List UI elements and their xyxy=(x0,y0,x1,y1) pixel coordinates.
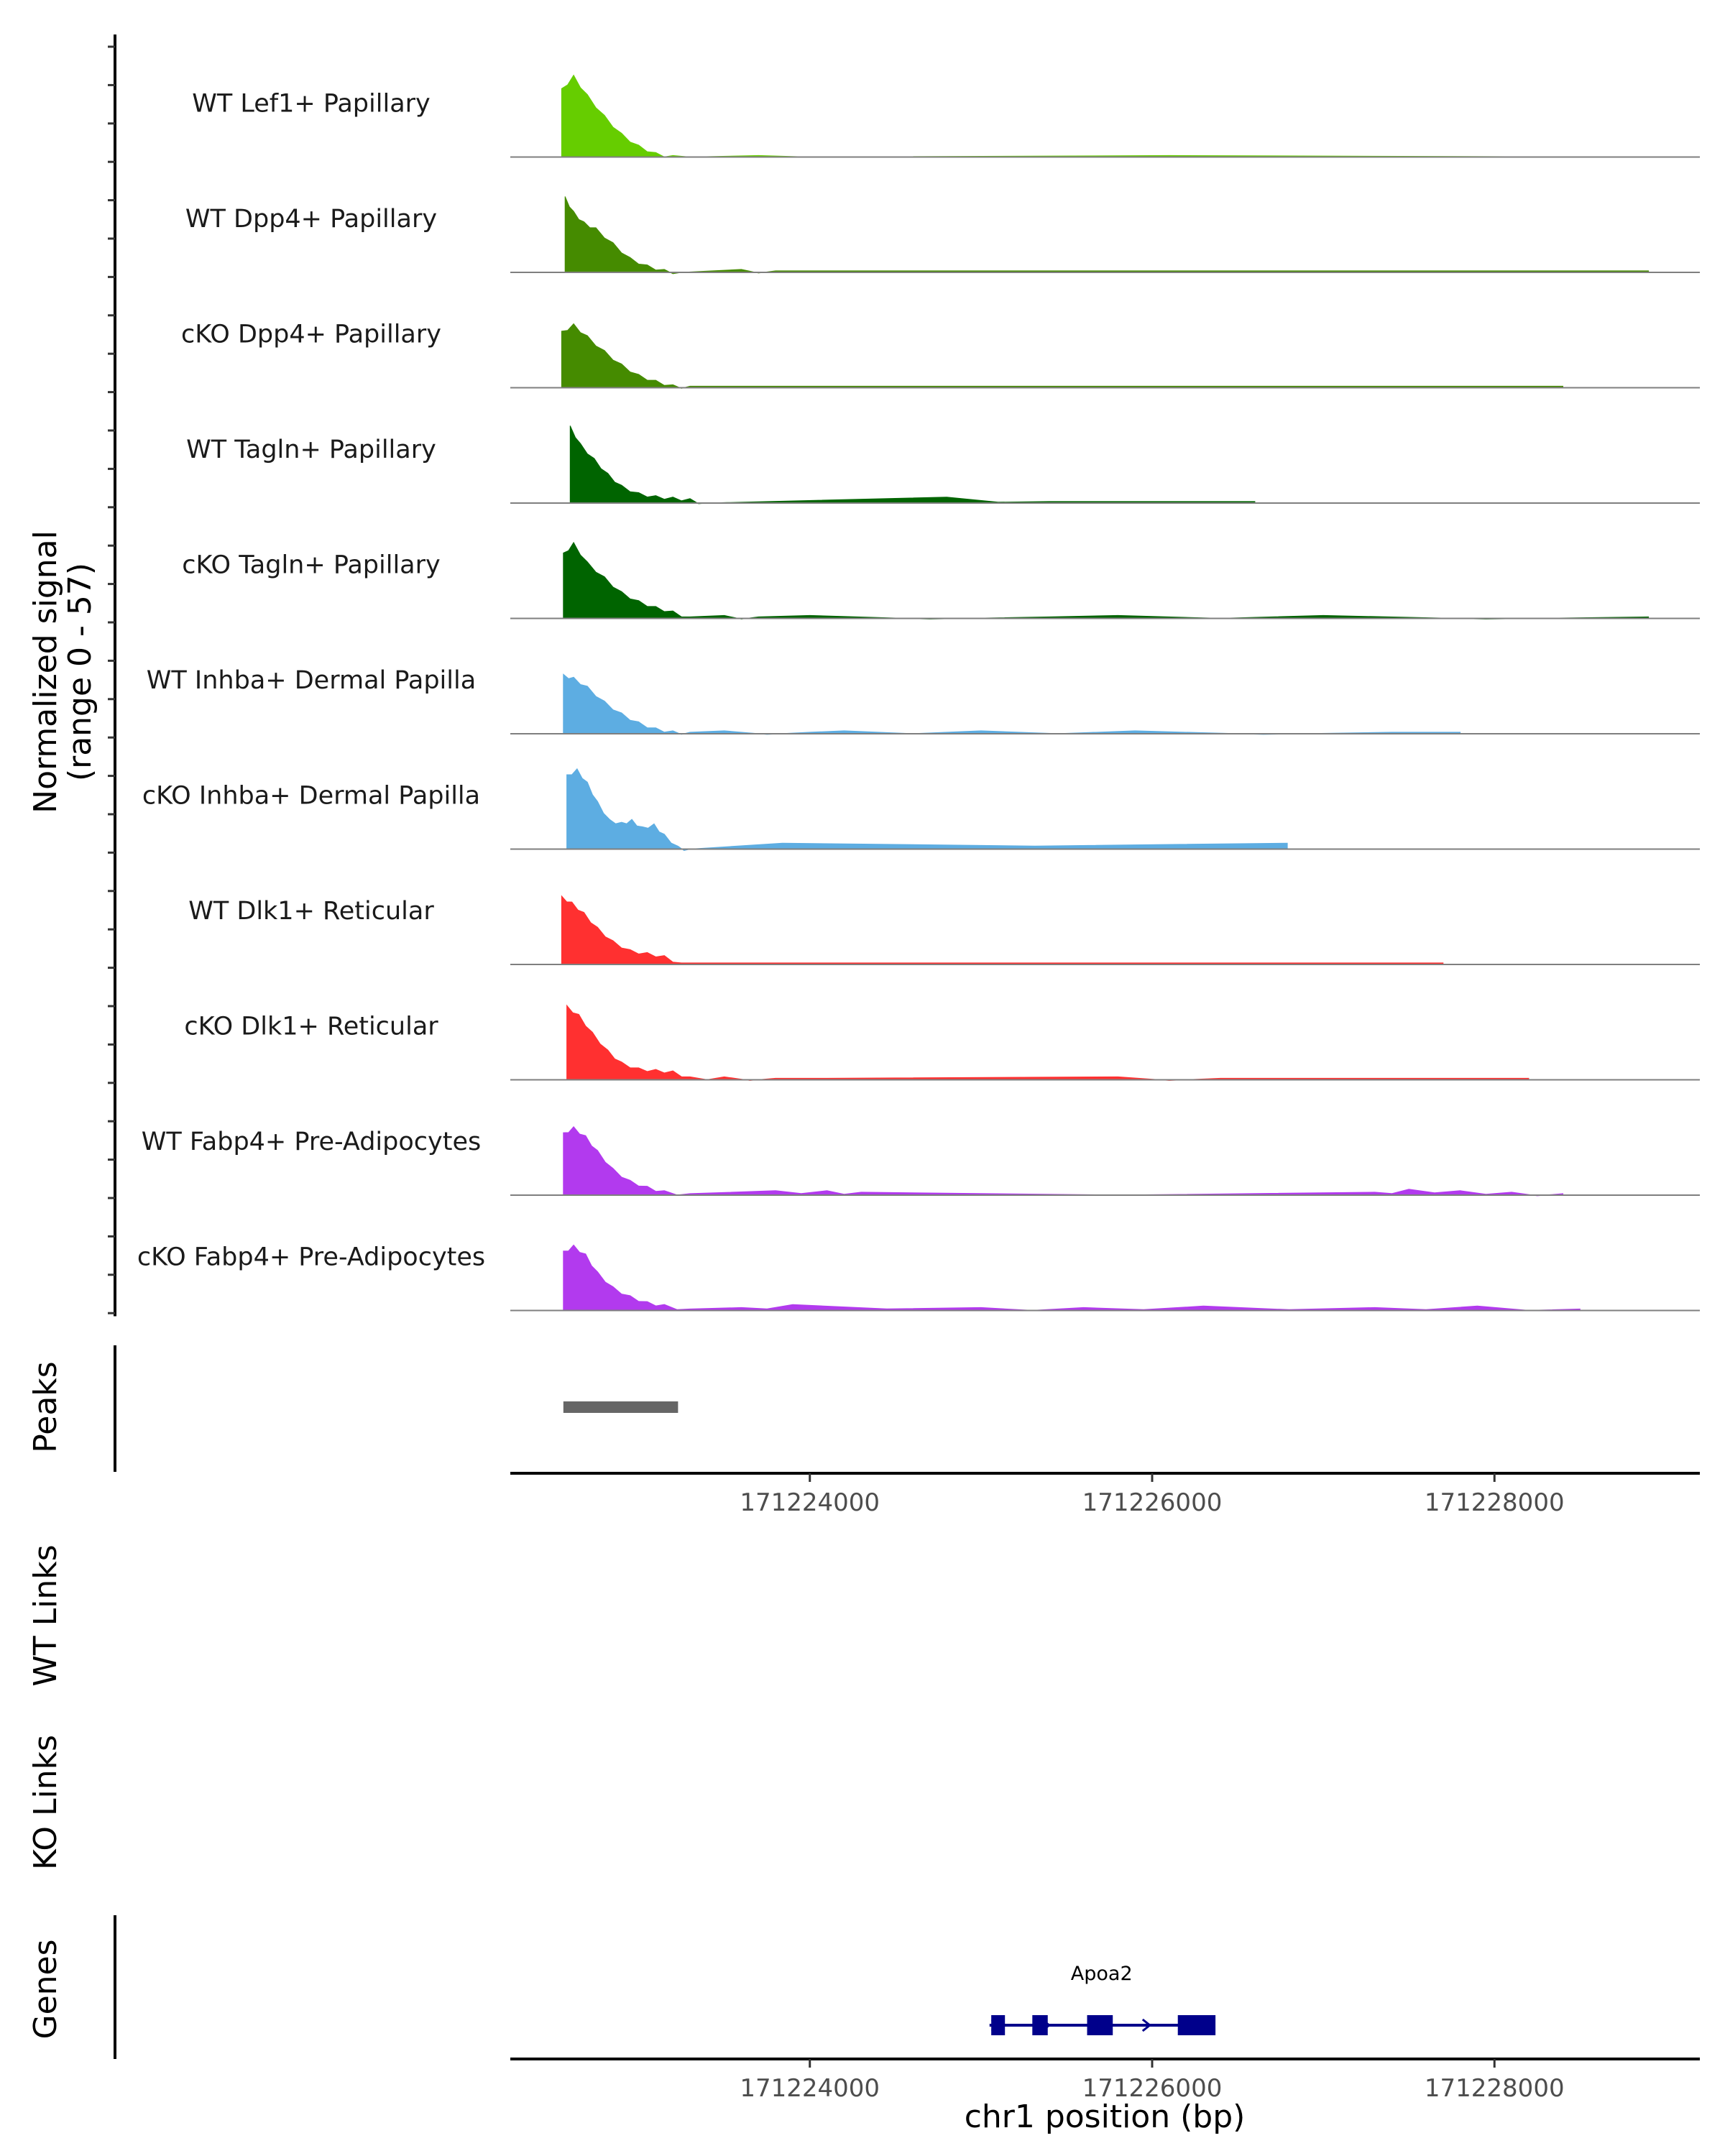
track-6: cKO Inhba+ Dermal Papilla xyxy=(142,768,1700,851)
x-tick-label: 171226000 xyxy=(1082,1488,1223,1517)
coverage-area xyxy=(561,895,1444,965)
gene-name-label: Apoa2 xyxy=(1071,1963,1133,1985)
track-10: cKO Fabp4+ Pre-Adipocytes xyxy=(137,1243,1700,1312)
track-label: WT Tagln+ Papillary xyxy=(186,436,436,464)
track-label: cKO Inhba+ Dermal Papilla xyxy=(142,782,480,811)
track-7: WT Dlk1+ Reticular xyxy=(188,895,1700,965)
track-label: cKO Tagln+ Papillary xyxy=(182,551,441,580)
gene-exon xyxy=(1177,2015,1216,2035)
track-label: WT Fabp4+ Pre-Adipocytes xyxy=(142,1128,481,1156)
genes-panel-label: Genes xyxy=(27,1939,64,2039)
coverage-area xyxy=(561,323,1563,389)
track-8: cKO Dlk1+ Reticular xyxy=(184,1004,1700,1081)
gene-exon xyxy=(1032,2015,1048,2035)
wt-links-panel-label: WT Links xyxy=(27,1544,64,1686)
gene-apoa2: Apoa2 xyxy=(989,1963,1216,2035)
strand-arrow xyxy=(1091,2018,1102,2032)
strand-arrow xyxy=(1141,2018,1152,2032)
peaks-panel-label: Peaks xyxy=(27,1361,64,1452)
x-tick-label: 171228000 xyxy=(1425,1488,1565,1517)
track-9: WT Fabp4+ Pre-Adipocytes xyxy=(142,1126,1700,1197)
coverage-tracks: WT Lef1+ Papillary WT Dpp4+ Papillary cKO … xyxy=(137,74,1700,1312)
coverage-area xyxy=(561,74,1614,158)
track-3: WT Tagln+ Papillary xyxy=(186,425,1700,505)
strand-arrow xyxy=(1041,2018,1052,2032)
x-tick-label: 171224000 xyxy=(740,2074,880,2103)
track-5: WT Inhba+ Dermal Papilla xyxy=(147,666,1700,735)
peaks-panel xyxy=(563,1401,678,1413)
track-label: cKO Dlk1+ Reticular xyxy=(184,1013,438,1041)
x-tick-label: 171228000 xyxy=(1425,2074,1565,2103)
strand-arrow xyxy=(1192,2018,1202,2032)
genes-panel: Apoa2 xyxy=(989,1963,1216,2035)
track-label: cKO Dpp4+ Papillary xyxy=(181,321,441,349)
coverage-area xyxy=(564,196,1650,275)
track-label: WT Dpp4+ Papillary xyxy=(185,205,437,234)
track-0: WT Lef1+ Papillary xyxy=(192,74,1700,158)
coverage-ylabel-line1: Normalized signal xyxy=(27,530,64,814)
track-label: WT Dlk1+ Reticular xyxy=(188,897,434,926)
coverage-area xyxy=(563,541,1650,619)
coverage-area xyxy=(563,673,1461,735)
x-axis-title: chr1 position (bp) xyxy=(965,2099,1246,2135)
coverage-ylabel-line2: (range 0 - 57) xyxy=(62,563,98,781)
track-label: cKO Fabp4+ Pre-Adipocytes xyxy=(137,1243,485,1272)
peak-region xyxy=(563,1401,678,1413)
coverage-area xyxy=(569,425,1256,505)
strand-arrow xyxy=(990,2018,1001,2032)
track-1: WT Dpp4+ Papillary xyxy=(185,196,1700,275)
x-tick-label: 171226000 xyxy=(1082,2074,1223,2103)
track-label: WT Inhba+ Dermal Papilla xyxy=(147,666,476,695)
x-tick-label: 171224000 xyxy=(740,1488,880,1517)
coverage-area xyxy=(566,1004,1530,1081)
coverage-area xyxy=(563,1126,1563,1197)
ko-links-panel-label: KO Links xyxy=(27,1735,64,1870)
track-4: cKO Tagln+ Papillary xyxy=(182,541,1700,619)
track-2: cKO Dpp4+ Papillary xyxy=(181,321,1700,389)
track-label: WT Lef1+ Papillary xyxy=(192,90,431,119)
coverage-area xyxy=(566,768,1288,851)
coverage-area xyxy=(563,1244,1581,1311)
axes: 171224000 171226000 171228000 171224000 1712… xyxy=(108,34,1700,2103)
